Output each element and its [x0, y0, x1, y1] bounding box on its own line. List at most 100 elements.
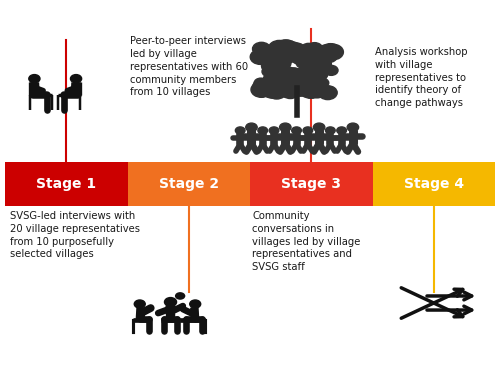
Circle shape	[262, 46, 283, 61]
Circle shape	[292, 127, 302, 134]
Circle shape	[252, 42, 270, 56]
Circle shape	[337, 127, 346, 134]
Circle shape	[280, 123, 291, 131]
Circle shape	[274, 40, 297, 57]
Circle shape	[291, 77, 315, 95]
Circle shape	[282, 85, 300, 99]
Circle shape	[269, 127, 279, 134]
Circle shape	[284, 78, 300, 90]
Text: Stage 1: Stage 1	[36, 177, 96, 191]
Circle shape	[250, 50, 270, 64]
Circle shape	[305, 67, 320, 78]
Circle shape	[258, 45, 276, 58]
Circle shape	[280, 85, 293, 95]
Circle shape	[320, 50, 337, 63]
Circle shape	[262, 50, 276, 60]
Circle shape	[324, 66, 338, 75]
Circle shape	[286, 73, 310, 91]
Text: Community
conversations in
villages led by village
representatives and
SVSG staf: Community conversations in villages led …	[252, 211, 361, 272]
Circle shape	[308, 84, 326, 96]
Circle shape	[300, 65, 318, 79]
Text: Stage 3: Stage 3	[281, 177, 341, 191]
Circle shape	[278, 82, 290, 92]
Circle shape	[306, 57, 326, 71]
Circle shape	[308, 78, 326, 91]
Circle shape	[276, 82, 298, 97]
Circle shape	[290, 81, 310, 96]
Circle shape	[320, 44, 341, 59]
Circle shape	[296, 59, 309, 68]
Text: Stage 4: Stage 4	[404, 177, 464, 191]
Bar	[128, 162, 250, 206]
Circle shape	[236, 127, 245, 134]
Circle shape	[282, 50, 296, 61]
Circle shape	[284, 79, 303, 93]
Circle shape	[318, 86, 337, 100]
Circle shape	[280, 73, 298, 86]
Polygon shape	[191, 308, 198, 319]
Polygon shape	[166, 306, 175, 319]
Circle shape	[303, 66, 322, 81]
Circle shape	[263, 85, 280, 98]
Circle shape	[298, 49, 316, 62]
Circle shape	[300, 81, 318, 95]
Text: Stage 2: Stage 2	[158, 177, 219, 191]
Circle shape	[310, 56, 332, 72]
Circle shape	[326, 127, 335, 134]
Circle shape	[306, 43, 322, 54]
Circle shape	[298, 65, 320, 82]
Circle shape	[311, 70, 326, 81]
Circle shape	[314, 123, 325, 131]
Circle shape	[347, 123, 358, 131]
Circle shape	[70, 75, 82, 83]
Circle shape	[264, 71, 285, 87]
Text: SVSG-led interviews with
20 village representatives
from 10 purposefully
selecte: SVSG-led interviews with 20 village repr…	[10, 211, 140, 259]
Circle shape	[281, 68, 304, 85]
Circle shape	[175, 292, 186, 300]
Circle shape	[273, 50, 293, 65]
Circle shape	[295, 82, 308, 92]
Circle shape	[253, 79, 274, 94]
Text: Analysis workshop
with village
representatives to
identify theory of
change path: Analysis workshop with village represent…	[375, 47, 468, 108]
Circle shape	[134, 300, 145, 308]
Circle shape	[292, 69, 304, 78]
Circle shape	[303, 82, 317, 93]
Circle shape	[265, 72, 284, 86]
Circle shape	[246, 123, 257, 131]
Circle shape	[276, 43, 291, 55]
Circle shape	[300, 84, 313, 94]
Polygon shape	[136, 308, 145, 319]
Circle shape	[270, 63, 283, 72]
Circle shape	[311, 88, 324, 98]
Circle shape	[316, 45, 334, 59]
Circle shape	[254, 78, 268, 88]
Circle shape	[301, 43, 316, 55]
Circle shape	[276, 47, 298, 63]
Circle shape	[258, 79, 281, 97]
Circle shape	[272, 45, 286, 55]
Circle shape	[303, 51, 320, 64]
Circle shape	[295, 75, 307, 84]
Circle shape	[304, 61, 318, 72]
Circle shape	[29, 75, 40, 83]
Circle shape	[303, 127, 312, 134]
Circle shape	[281, 42, 300, 56]
Circle shape	[258, 127, 268, 134]
Circle shape	[286, 75, 302, 87]
Circle shape	[251, 82, 272, 97]
Circle shape	[268, 40, 290, 56]
Circle shape	[322, 44, 344, 60]
Circle shape	[293, 71, 312, 85]
Text: Peer-to-peer interviews
led by village
representatives with 60
community members: Peer-to-peer interviews led by village r…	[130, 36, 248, 98]
Circle shape	[268, 85, 286, 99]
Polygon shape	[30, 83, 39, 95]
Bar	[372, 162, 495, 206]
Circle shape	[190, 300, 200, 308]
Circle shape	[309, 52, 322, 62]
Circle shape	[306, 65, 328, 82]
Circle shape	[270, 55, 291, 71]
Circle shape	[262, 57, 284, 74]
Circle shape	[308, 53, 330, 68]
Circle shape	[262, 55, 280, 68]
Circle shape	[290, 50, 311, 64]
